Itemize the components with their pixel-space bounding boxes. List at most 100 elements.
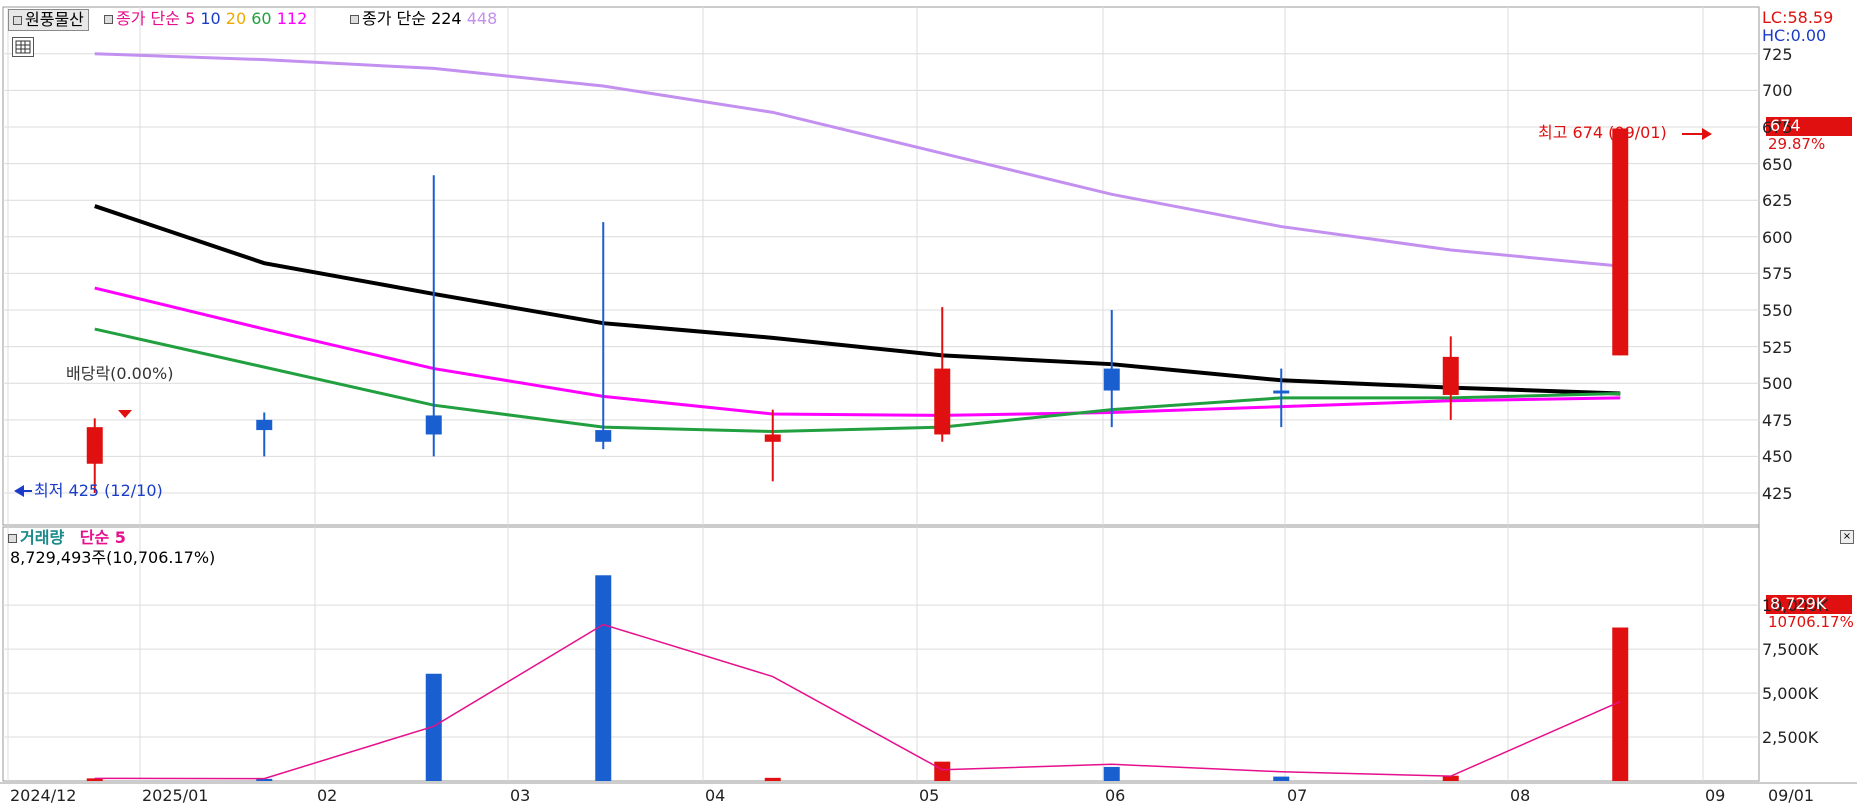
x-tick-label: 09 — [1705, 786, 1726, 805]
price-tick-label: 425 — [1762, 484, 1793, 504]
ma-60: 60 — [251, 9, 272, 28]
price-panel-border — [2, 6, 1760, 526]
dividend-label: 배당락(0.00%) — [66, 364, 174, 383]
volume-bar — [1273, 776, 1290, 781]
stock-name-button[interactable]: 원풍물산 — [8, 9, 89, 31]
price-tick-label: 525 — [1762, 337, 1793, 357]
ma-line-224 — [94, 204, 1621, 396]
grid-lines — [3, 7, 1759, 781]
moving-average-lines — [94, 52, 1621, 434]
table-icon — [15, 40, 31, 54]
volume-tick-label: 5,000K — [1762, 684, 1819, 704]
volume-panel-border — [2, 526, 1760, 782]
candle-body — [1103, 368, 1120, 391]
ma-legend-1[interactable]: 종가 단순 5 10 20 60 112 — [104, 10, 307, 28]
volume-bar — [764, 777, 781, 781]
price-tick-label: 700 — [1762, 81, 1793, 101]
grid-toggle-icon[interactable] — [12, 37, 34, 57]
volume-title: 거래량 — [20, 528, 65, 547]
legend-square-icon — [104, 15, 113, 24]
stock-name: 원풍물산 — [25, 10, 84, 29]
x-tick-label: 2024/12 — [10, 786, 77, 805]
ma-20: 20 — [225, 9, 247, 28]
volume-tick-label: 2,500K — [1762, 728, 1819, 748]
volume-bar — [1442, 775, 1459, 781]
price-tick-label: 675 — [1762, 117, 1793, 137]
price-tick-label: 600 — [1762, 227, 1793, 247]
ma-line-448 — [94, 52, 1621, 268]
volume-tick-label: 10,000K — [1762, 596, 1829, 616]
price-tick-label: 500 — [1762, 374, 1793, 394]
x-tick-label: 2025/01 — [142, 786, 209, 805]
volume-summary: 8,729,493주(10,706.17%) — [10, 548, 216, 567]
volume-bar — [595, 575, 612, 781]
volume-bar — [1612, 627, 1629, 781]
volume-tick-label: 7,500K — [1762, 640, 1819, 660]
volume-ma-polyline — [94, 623, 1621, 780]
legend-square-icon — [8, 534, 17, 543]
candle-body — [256, 419, 273, 431]
lc-value: LC:58.59 — [1762, 8, 1834, 27]
last-volume: 8,729K — [1770, 594, 1827, 613]
volume-ma-label: 단순 5 — [79, 528, 126, 547]
candle-body — [1442, 356, 1459, 395]
ma-448: 448 — [466, 9, 498, 28]
candle-body — [595, 430, 612, 442]
high-label: 최고 674 (09/01) — [1538, 123, 1667, 142]
cursor-date: 09/01 — [1768, 786, 1815, 805]
ma-label-2: 종가 단순 — [362, 9, 426, 28]
price-tick-label: 450 — [1762, 447, 1793, 467]
volume-bar — [256, 778, 273, 781]
price-tick-label: 475 — [1762, 410, 1793, 430]
last-volume-ratio: 10706.17% — [1768, 613, 1854, 631]
last-change: 29.87% — [1768, 135, 1826, 153]
price-tick-label: 725 — [1762, 44, 1793, 64]
ma-legend-2[interactable]: 종가 단순 224 448 — [350, 10, 497, 28]
candle-body — [1612, 128, 1629, 356]
ma-112: 112 — [276, 9, 308, 28]
candle-body — [934, 368, 951, 435]
price-tick-label: 625 — [1762, 191, 1793, 211]
volume-bar — [1103, 766, 1120, 781]
volume-bars — [86, 575, 1629, 781]
last-price: 674 — [1770, 116, 1801, 135]
ma-5: 5 — [185, 9, 196, 28]
volume-bar — [934, 761, 951, 781]
candle-body — [764, 434, 781, 442]
price-tick-label: 650 — [1762, 154, 1793, 174]
high-arrow-head — [1702, 128, 1712, 140]
volume-ma-line — [94, 623, 1621, 780]
low-label: 최저 425 (12/10) — [34, 481, 163, 500]
hc-value: HC:0.00 — [1762, 26, 1827, 45]
x-tick-label: 04 — [705, 786, 726, 805]
ma-line-112 — [94, 286, 1621, 417]
x-tick-label: 03 — [510, 786, 531, 805]
last-volume-tag — [1766, 595, 1852, 614]
x-tick-label: 06 — [1105, 786, 1126, 805]
candles — [86, 128, 1629, 494]
dividend-marker — [118, 410, 132, 418]
settings-square-icon — [13, 16, 22, 25]
low-arrow-head — [14, 485, 24, 497]
vol-grid-lines — [3, 604, 1759, 738]
price-tick-label: 575 — [1762, 264, 1793, 284]
candle-body — [1273, 390, 1290, 394]
ma-224: 224 — [431, 9, 462, 28]
price-tick-label: 550 — [1762, 301, 1793, 320]
x-tick-label: 07 — [1287, 786, 1308, 805]
close-panel-icon[interactable]: × — [1840, 530, 1854, 544]
volume-legend[interactable]: 거래량 단순 5 — [8, 529, 126, 547]
volume-bar — [86, 778, 103, 781]
x-tick-label: 02 — [317, 786, 338, 805]
last-price-tag — [1766, 117, 1852, 136]
ma-10: 10 — [200, 9, 221, 28]
candle-body — [425, 415, 442, 435]
x-tick-label: 05 — [919, 786, 940, 805]
volume-bar — [425, 673, 442, 781]
x-tick-label: 08 — [1510, 786, 1531, 805]
candle-body — [86, 427, 103, 464]
ma-label-1: 종가 단순 — [116, 9, 180, 28]
ma-line-60 — [94, 327, 1621, 434]
